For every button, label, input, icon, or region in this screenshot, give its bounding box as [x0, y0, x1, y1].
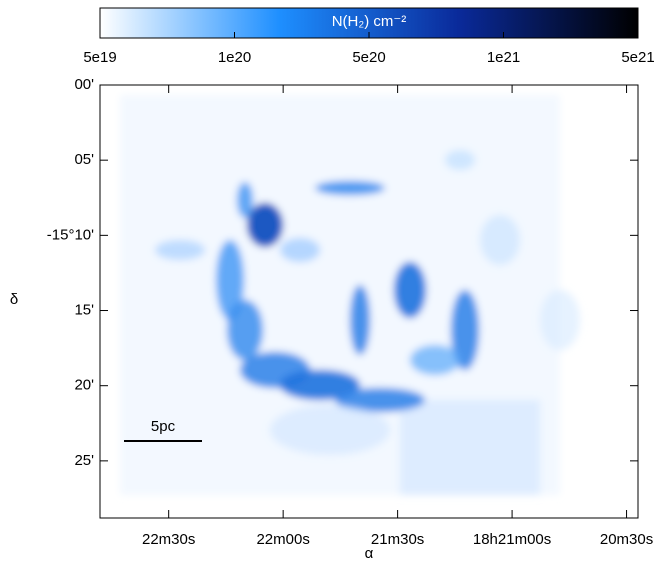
x-axis-label: α — [365, 545, 374, 562]
scale-bar-label: 5pc — [151, 418, 176, 435]
y-tick-label: 05' — [74, 151, 94, 168]
y-tick-label: -15°10' — [47, 226, 94, 243]
colorbar-tick-label: 1e21 — [487, 49, 520, 66]
y-tick-label: 00' — [74, 76, 94, 93]
x-tick-label: 21m30s — [371, 531, 424, 548]
x-tick-label: 20m30s — [600, 531, 653, 548]
x-tick-label: 18h21m00s — [473, 531, 551, 548]
plot-frame — [99, 84, 639, 519]
colorbar-tick-label: 5e21 — [621, 49, 654, 66]
y-tick-label: 25' — [74, 452, 94, 469]
colorbar-tick-label: 5e19 — [83, 49, 116, 66]
colorbar-tick-label: 5e20 — [352, 49, 385, 66]
x-tick-label: 22m30s — [142, 531, 195, 548]
y-tick-label: 15' — [74, 301, 94, 318]
column-density-map — [120, 95, 580, 495]
colorbar-tick-label: 1e20 — [218, 49, 251, 66]
y-axis-label: δ — [10, 291, 18, 308]
colorbar-label: N(H₂) cm⁻² — [332, 13, 407, 30]
x-tick-label: 22m00s — [256, 531, 309, 548]
y-tick-label: 20' — [74, 377, 94, 394]
